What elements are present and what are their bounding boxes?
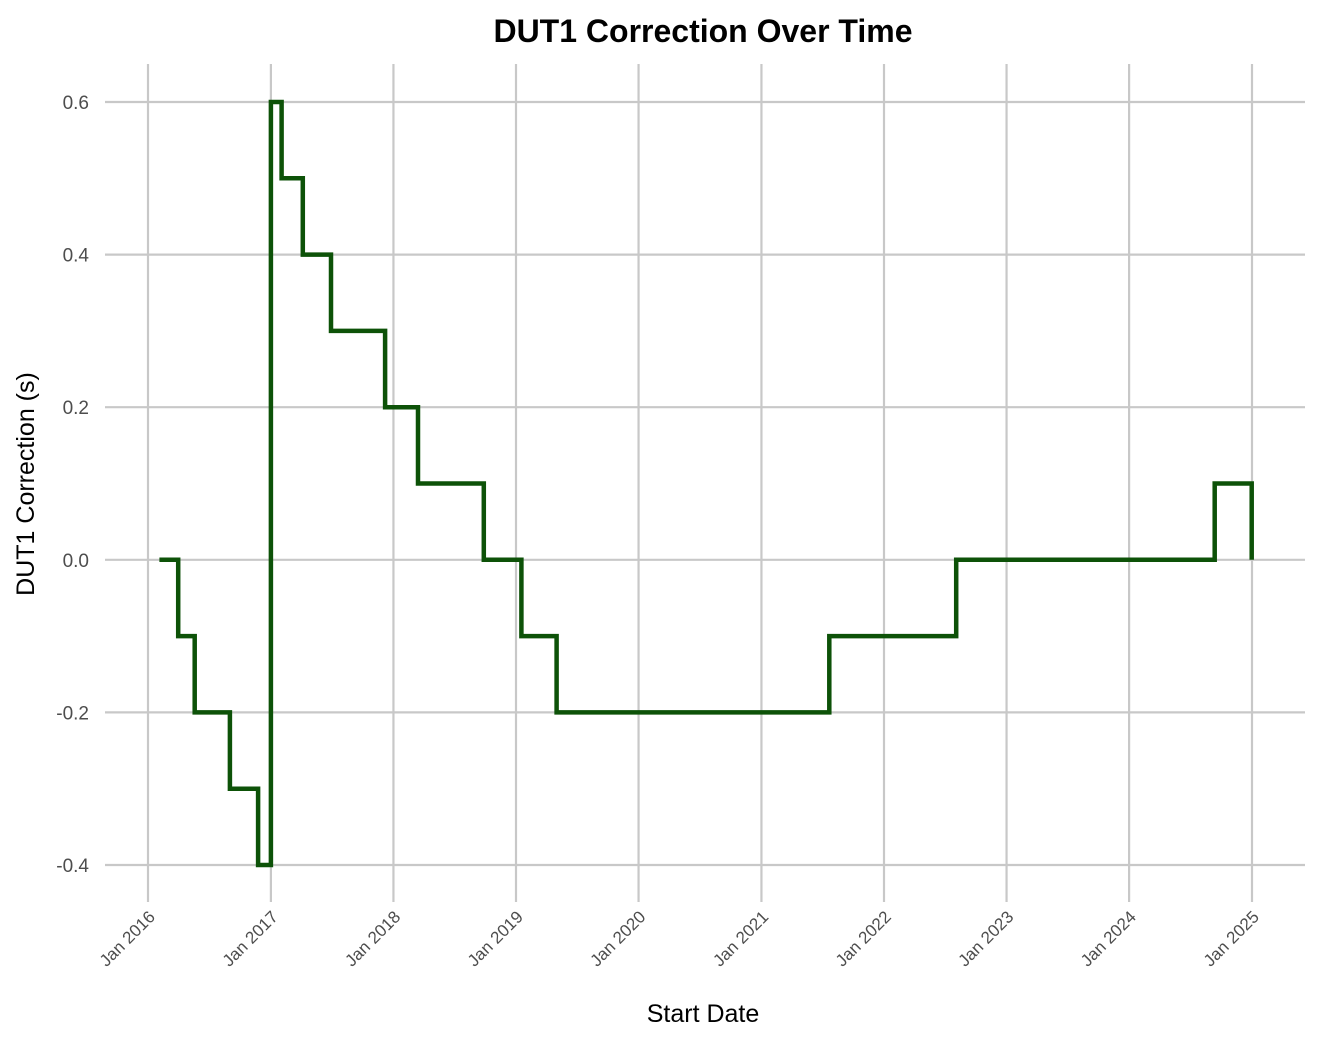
x-tick-label: Jan 2016 [96,907,159,970]
x-axis-title: Start Date [647,1000,760,1028]
grid-lines [105,64,1305,902]
x-tick-label: Jan 2019 [464,907,527,970]
y-tick-label: 0.2 [63,398,89,419]
x-axis-tick-labels: Jan 2016 Jan 2017 Jan 2018 Jan 2019 Jan 2020… [96,907,1263,970]
y-tick-label: -0.2 [56,703,89,724]
y-tick-label: -0.4 [56,856,89,877]
series-layer [159,99,1254,868]
x-tick-label: Jan 2017 [219,907,282,970]
y-axis-tick-labels: -0.4 -0.2 0.0 0.2 0.4 0.6 [56,93,89,877]
x-tick-label: Jan 2020 [586,907,649,970]
x-tick-label: Jan 2022 [832,907,895,970]
x-tick-label: Jan 2021 [709,907,772,970]
x-tick-label: Jan 2018 [341,907,404,970]
dut1-step-line [159,99,1254,868]
x-tick-label: Jan 2023 [954,907,1017,970]
y-tick-label: 0.4 [63,246,90,267]
x-tick-label: Jan 2024 [1077,907,1140,970]
y-tick-label: 0.6 [63,93,89,114]
chart-title: DUT1 Correction Over Time [493,13,912,49]
y-tick-label: 0.0 [63,551,89,572]
x-tick-label: Jan 2025 [1200,907,1263,970]
y-axis-title: DUT1 Correction (s) [12,372,40,596]
